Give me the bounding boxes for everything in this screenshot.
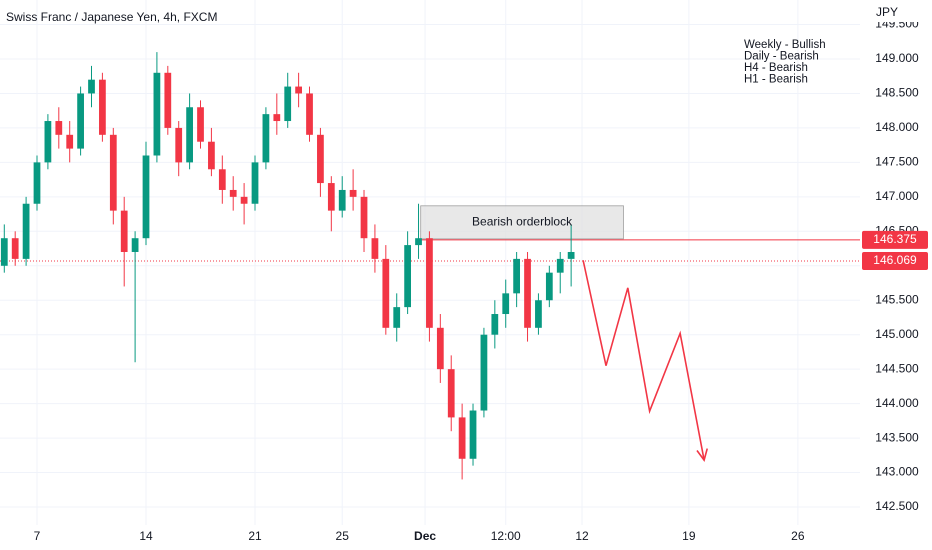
candle-body <box>327 183 335 211</box>
candle-body <box>186 107 193 163</box>
x-tick-label: 7 <box>34 529 41 543</box>
candle-body <box>524 258 531 328</box>
candle-body <box>99 79 106 135</box>
x-tick-label: 12 <box>575 529 589 543</box>
x-tick-label: 19 <box>682 529 696 543</box>
y-tick-label: 147.500 <box>875 155 919 169</box>
candle-body <box>567 251 575 259</box>
candle-body <box>175 127 183 163</box>
candle-body <box>131 238 139 252</box>
x-tick-label: 25 <box>336 529 350 543</box>
candle-body <box>22 203 30 259</box>
candle-body <box>447 369 455 418</box>
candle-body <box>218 169 226 190</box>
y-axis-unit: JPY <box>876 5 898 19</box>
price-tag <box>862 252 928 271</box>
candle-body <box>382 258 390 328</box>
y-tick-label: 148.500 <box>875 86 919 100</box>
candle-body <box>284 86 292 122</box>
candle-body <box>556 258 564 273</box>
candle-body <box>273 114 281 122</box>
candle-body <box>229 189 237 197</box>
y-tick-label: 143.500 <box>875 430 919 444</box>
orderblock-box <box>420 205 624 240</box>
y-tick-label: 143.000 <box>875 465 919 479</box>
candle-body <box>295 86 302 94</box>
bias-note: Daily - Bearish <box>744 51 819 63</box>
candle-body <box>535 300 542 328</box>
x-tick-label: 26 <box>791 529 805 543</box>
candle-body <box>77 93 84 149</box>
price-tag <box>862 230 928 249</box>
projection-arrowhead <box>696 448 709 462</box>
candle-body <box>306 93 313 135</box>
candle-body <box>164 72 172 128</box>
bias-note: H4 - Bearish <box>744 62 808 74</box>
candle-body <box>208 141 215 170</box>
y-tick-label: 145.000 <box>875 327 919 341</box>
candle-body <box>415 238 422 246</box>
candle-body <box>513 258 521 294</box>
candle-body <box>33 162 41 204</box>
y-tick-label: 148.000 <box>875 120 919 134</box>
candle-body <box>458 417 466 459</box>
candle-body <box>393 307 401 328</box>
candle-body <box>349 189 357 197</box>
chart-title: Swiss Franc / Japanese Yen, 4h, FXCM <box>6 10 217 24</box>
candle-body <box>317 134 324 184</box>
projection-path <box>582 260 705 461</box>
y-tick-label: 149.000 <box>875 51 919 65</box>
candle-body <box>360 196 368 239</box>
unit-bg <box>866 4 926 22</box>
x-tick-label: 12:00 <box>491 529 521 543</box>
orderblock-label: Bearish orderblock <box>472 215 573 229</box>
candle-body <box>44 121 52 163</box>
bias-note: H1 - Bearish <box>744 74 808 86</box>
candle-body <box>491 314 499 335</box>
candle-body <box>262 114 270 163</box>
price-tag-label: 146.069 <box>873 253 917 267</box>
x-tick-label: 21 <box>248 529 262 543</box>
y-tick-label: 144.500 <box>875 361 919 375</box>
candle-body <box>153 72 161 156</box>
candle-body <box>371 238 379 259</box>
candle-body <box>55 121 63 135</box>
candle-body <box>88 79 95 94</box>
x-tick-label: 14 <box>139 529 153 543</box>
bias-note: Weekly - Bullish <box>744 39 826 51</box>
y-tick-label: 147.000 <box>875 189 919 203</box>
marks <box>0 52 860 480</box>
candle-body <box>240 196 248 204</box>
candle-body <box>469 410 477 459</box>
candle-body <box>120 210 128 252</box>
candle-body <box>338 189 346 211</box>
candle-body <box>11 238 19 259</box>
candle-body <box>480 334 488 411</box>
candle-body <box>251 162 259 204</box>
x-tick-label: Dec <box>414 529 436 543</box>
price-tag-label: 146.375 <box>873 232 917 246</box>
candle-body <box>404 245 412 308</box>
candle-body <box>502 293 510 315</box>
axes: 142.500 143.000 143.500 144.000 144.500 145.0… <box>34 4 928 543</box>
y-tick-label: 144.000 <box>875 396 919 410</box>
candle-body <box>197 107 204 142</box>
y-tick-label: 145.500 <box>875 292 919 306</box>
candle-body <box>66 134 74 149</box>
overlay: Bearish orderblock Weekly - BullishDaily … <box>472 39 826 462</box>
candle-body <box>436 327 444 370</box>
candle-body <box>0 238 8 266</box>
candle-body <box>142 155 150 239</box>
candle-body <box>426 238 433 328</box>
candle-body <box>545 272 553 301</box>
y-tick-label: 142.500 <box>875 499 919 513</box>
candle-body <box>109 134 117 211</box>
